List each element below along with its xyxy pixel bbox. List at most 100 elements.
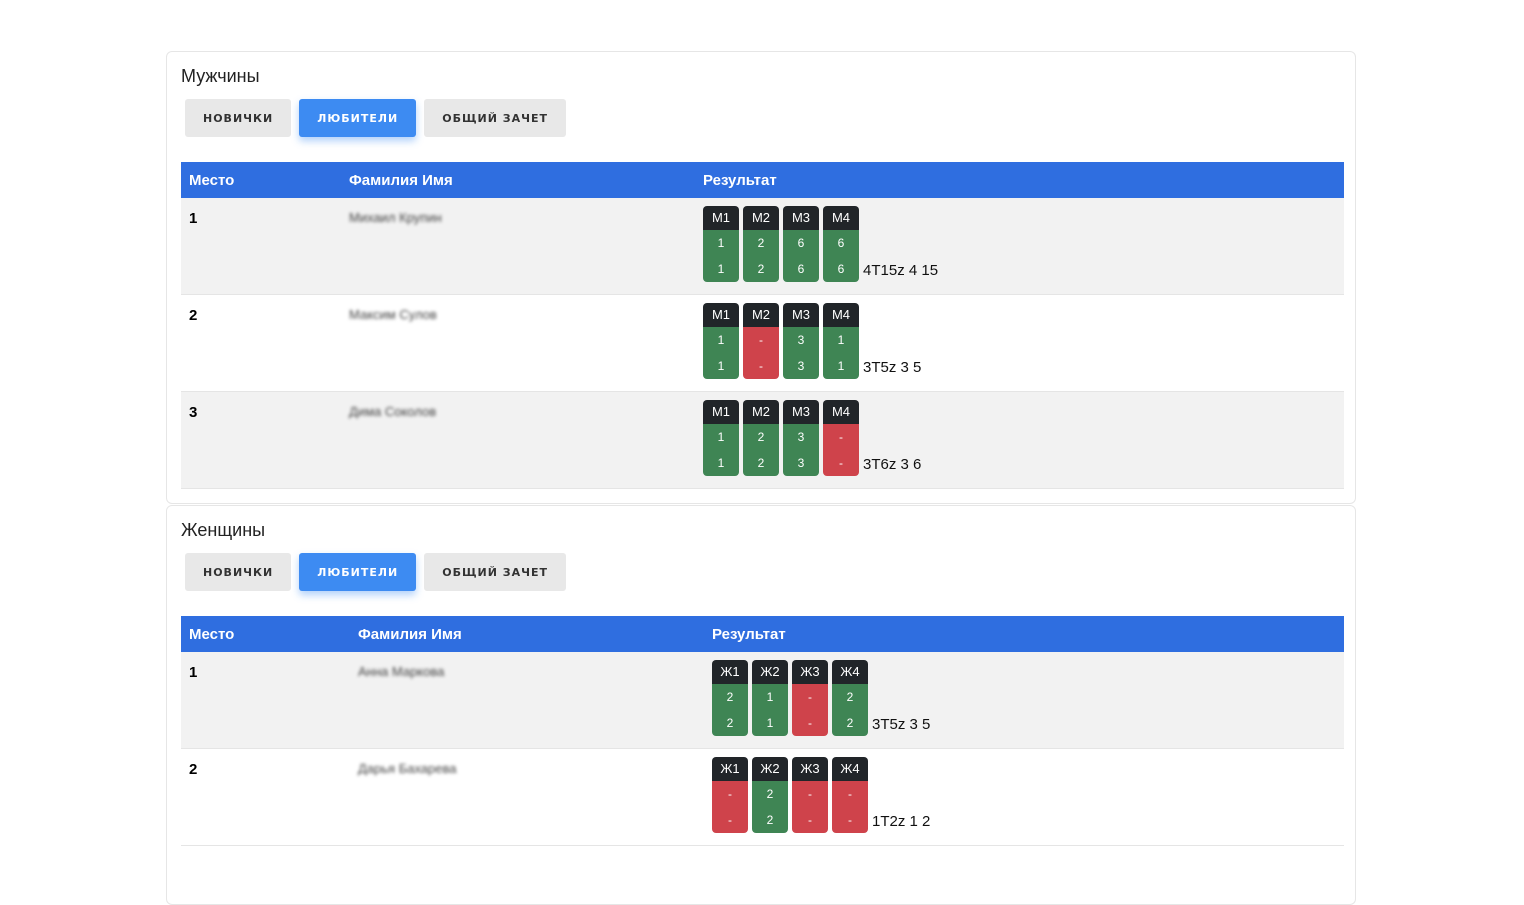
table-row: 1 Анна Маркова Ж1 2 2 Ж2 1 1 Ж3- - Ж4 2 2 3T5z 3 5 xyxy=(181,652,1344,749)
route-badge: М4- - xyxy=(823,400,859,476)
result-cell: Ж1- - Ж2 2 2 Ж3- - Ж4- -1T2z 1 2 xyxy=(712,757,1336,833)
column-header: Результат xyxy=(704,616,1344,652)
route-zone: 2 xyxy=(743,450,779,476)
route-badge: М2 2 2 xyxy=(743,206,779,282)
route-top: 3 xyxy=(783,424,819,450)
result-cell: М1 1 1 М2 2 2 М3 3 3 М4- -3T6z 3 6 xyxy=(703,400,1336,476)
total-score: 3T5z 3 5 xyxy=(872,716,931,733)
table-row: 1 Михаил Крупин М1 1 1 М2 2 2 М3 6 6 М4 6 6 4T15z 4 15 xyxy=(181,198,1344,295)
route-zone: 2 xyxy=(752,807,788,833)
route-label: Ж3 xyxy=(792,757,828,781)
tab-amateur[interactable]: ЛЮБИТЕЛИ xyxy=(299,99,417,137)
route-zone: - xyxy=(712,807,748,833)
route-label: М4 xyxy=(823,206,859,230)
route-badge: Ж1 2 2 xyxy=(712,660,748,736)
route-label: Ж3 xyxy=(792,660,828,684)
table-row: 2 Дарья Бахарева Ж1- - Ж2 2 2 Ж3- - Ж4- -1T2z 1 2 xyxy=(181,748,1344,846)
route-badge: М3 3 3 xyxy=(783,400,819,476)
athlete-name: Дима Соколов xyxy=(349,404,437,419)
men-section: Мужчины НОВИЧКИ ЛЮБИТЕЛИ ОБЩИЙ ЗАЧЕТ Место Фа… xyxy=(166,51,1356,504)
route-badge: Ж3- - xyxy=(792,660,828,736)
column-header: Место xyxy=(181,616,350,652)
route-label: Ж1 xyxy=(712,660,748,684)
route-badge: Ж2 2 2 xyxy=(752,757,788,833)
total-score: 3T5z 3 5 xyxy=(863,359,922,376)
section-title: Мужчины xyxy=(181,66,260,86)
route-badge: М2 2 2 xyxy=(743,400,779,476)
route-zone: 6 xyxy=(823,256,859,282)
route-zone: - xyxy=(743,353,779,379)
route-top: 3 xyxy=(783,327,819,353)
route-badge: М1 1 1 xyxy=(703,400,739,476)
route-zone: 1 xyxy=(703,450,739,476)
column-header: Результат xyxy=(695,162,1344,198)
category-tabs: НОВИЧКИ ЛЮБИТЕЛИ ОБЩИЙ ЗАЧЕТ xyxy=(185,553,567,591)
column-header: Фамилия Имя xyxy=(350,616,704,652)
route-zone: - xyxy=(823,450,859,476)
route-top: 1 xyxy=(703,230,739,256)
athlete-name: Дарья Бахарева xyxy=(358,761,457,776)
route-label: М4 xyxy=(823,303,859,327)
route-top: - xyxy=(743,327,779,353)
women-section: Женщины НОВИЧКИ ЛЮБИТЕЛИ ОБЩИЙ ЗАЧЕТ Место Фа… xyxy=(166,505,1356,905)
route-top: 1 xyxy=(703,424,739,450)
route-top: - xyxy=(823,424,859,450)
route-badge: Ж3- - xyxy=(792,757,828,833)
route-zone: 2 xyxy=(832,710,868,736)
route-badge: Ж4- - xyxy=(832,757,868,833)
route-zone: 1 xyxy=(703,353,739,379)
route-label: Ж2 xyxy=(752,660,788,684)
route-top: 6 xyxy=(823,230,859,256)
route-badge: Ж1- - xyxy=(712,757,748,833)
tab-overall[interactable]: ОБЩИЙ ЗАЧЕТ xyxy=(424,99,567,137)
route-badge: Ж2 1 1 xyxy=(752,660,788,736)
column-header: Фамилия Имя xyxy=(341,162,695,198)
route-label: Ж2 xyxy=(752,757,788,781)
route-label: Ж1 xyxy=(712,757,748,781)
route-top: - xyxy=(792,684,828,710)
table-row: 2 Максим Сулов М1 1 1 М2- - М3 3 3 М4 1 1 3T5z 3 5 xyxy=(181,294,1344,392)
total-score: 1T2z 1 2 xyxy=(872,813,931,830)
route-top: 2 xyxy=(743,424,779,450)
route-label: М2 xyxy=(743,303,779,327)
route-zone: 1 xyxy=(823,353,859,379)
route-label: Ж4 xyxy=(832,757,868,781)
tab-amateur[interactable]: ЛЮБИТЕЛИ xyxy=(299,553,417,591)
route-top: - xyxy=(792,781,828,807)
route-label: М1 xyxy=(703,400,739,424)
route-badge: М3 3 3 xyxy=(783,303,819,379)
route-zone: 2 xyxy=(743,256,779,282)
route-label: М4 xyxy=(823,400,859,424)
route-top: 6 xyxy=(783,230,819,256)
route-badge: М3 6 6 xyxy=(783,206,819,282)
column-header: Место xyxy=(181,162,341,198)
route-badge: М2- - xyxy=(743,303,779,379)
route-label: М1 xyxy=(703,206,739,230)
route-badge: М1 1 1 xyxy=(703,303,739,379)
route-zone: 1 xyxy=(752,710,788,736)
route-zone: 2 xyxy=(712,710,748,736)
route-label: М2 xyxy=(743,400,779,424)
route-zone: 6 xyxy=(783,256,819,282)
athlete-name: Максим Сулов xyxy=(349,307,437,322)
tab-novice[interactable]: НОВИЧКИ xyxy=(185,99,292,137)
results-table: Место Фамилия Имя Результат 1 Михаил Крупин М… xyxy=(181,162,1344,489)
place: 1 xyxy=(181,652,350,749)
tab-novice[interactable]: НОВИЧКИ xyxy=(185,553,292,591)
result-cell: М1 1 1 М2- - М3 3 3 М4 1 1 3T5z 3 5 xyxy=(703,303,1336,379)
route-badge: М1 1 1 xyxy=(703,206,739,282)
route-zone: 1 xyxy=(703,256,739,282)
route-top: 2 xyxy=(712,684,748,710)
route-top: 2 xyxy=(752,781,788,807)
place: 3 xyxy=(181,391,341,489)
route-top: 2 xyxy=(743,230,779,256)
route-top: 1 xyxy=(823,327,859,353)
tab-overall[interactable]: ОБЩИЙ ЗАЧЕТ xyxy=(424,553,567,591)
route-label: М2 xyxy=(743,206,779,230)
table-row: 3 Дима Соколов М1 1 1 М2 2 2 М3 3 3 М4- -3T6z 3 6 xyxy=(181,391,1344,489)
route-top: 1 xyxy=(703,327,739,353)
route-label: М3 xyxy=(783,400,819,424)
route-label: М3 xyxy=(783,206,819,230)
route-label: М3 xyxy=(783,303,819,327)
route-top: - xyxy=(712,781,748,807)
